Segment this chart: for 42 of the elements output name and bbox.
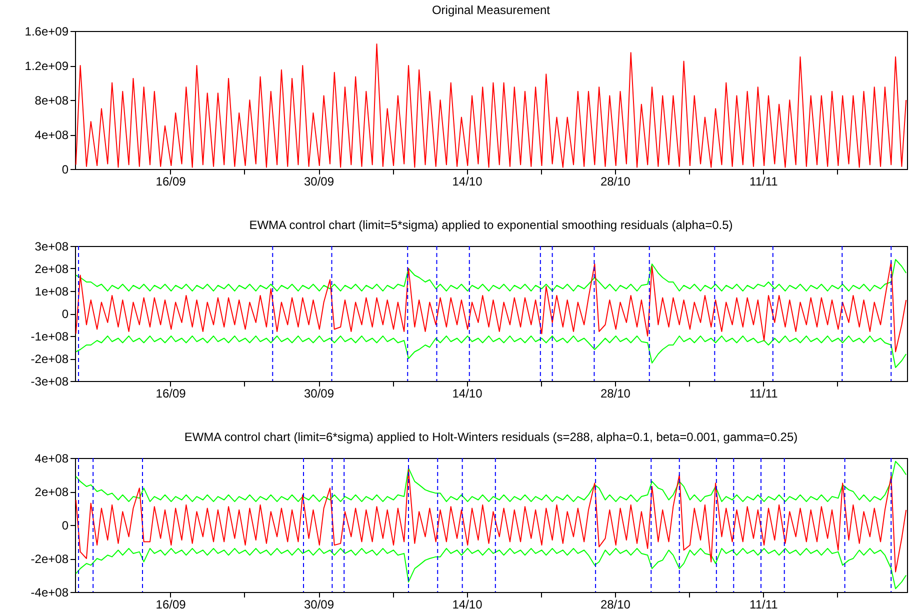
chart-title: EWMA control chart (limit=5*sigma) applied to exponential smoothing residuals (alpha=0.5): [249, 218, 733, 232]
line-series: [75, 43, 907, 168]
y-tick-label: 0: [62, 307, 69, 321]
y-tick-label: 0: [62, 162, 69, 176]
y-tick-label: -3e+08: [30, 374, 69, 388]
line-series: [75, 336, 907, 368]
x-tick-label: 11/11: [750, 174, 778, 188]
line-series: [75, 460, 907, 502]
x-tick-label: 11/11: [750, 386, 778, 400]
y-tick-label: 4e+08: [34, 452, 69, 466]
x-tick-label: 30/09: [304, 598, 334, 612]
y-tick-label: 8e+08: [34, 94, 69, 108]
y-tick-label: 2e+08: [34, 485, 69, 499]
x-tick-label: 14/10: [452, 386, 483, 400]
x-tick-label: 11/11: [750, 598, 778, 612]
x-tick-label: 28/10: [600, 386, 631, 400]
x-tick-label: 16/09: [156, 386, 186, 400]
x-tick-label: 14/10: [452, 598, 483, 612]
y-tick-label: 2e+08: [34, 262, 69, 276]
y-tick-label: -4e+08: [30, 586, 69, 600]
x-tick-label: 28/10: [600, 598, 631, 612]
x-tick-label: 14/10: [452, 174, 483, 188]
x-tick-label: 30/09: [304, 174, 334, 188]
y-tick-label: -1e+08: [30, 330, 69, 344]
y-tick-label: 1.6e+09: [24, 24, 69, 38]
x-tick-label: 16/09: [156, 598, 186, 612]
line-series: [75, 261, 907, 352]
line-series: [75, 548, 907, 590]
line-series: [75, 469, 907, 572]
x-tick-label: 28/10: [600, 174, 631, 188]
line-series: [75, 259, 907, 292]
y-tick-label: 0: [62, 518, 69, 532]
y-tick-label: -2e+08: [30, 352, 69, 366]
y-tick-label: 1.2e+09: [24, 59, 69, 73]
y-tick-label: -2e+08: [30, 552, 69, 566]
chart-title: EWMA control chart (limit=6*sigma) applied to Holt-Winters residuals (s=288, alpha=0.1, beta=0.001, gamma=0.25): [184, 430, 798, 444]
y-tick-label: 3e+08: [34, 240, 69, 254]
x-tick-label: 30/09: [304, 386, 334, 400]
chart-title: Original Measurement: [432, 3, 551, 17]
y-tick-label: 1e+08: [34, 284, 69, 298]
y-tick-label: 4e+08: [34, 128, 69, 142]
x-tick-label: 16/09: [156, 174, 186, 188]
